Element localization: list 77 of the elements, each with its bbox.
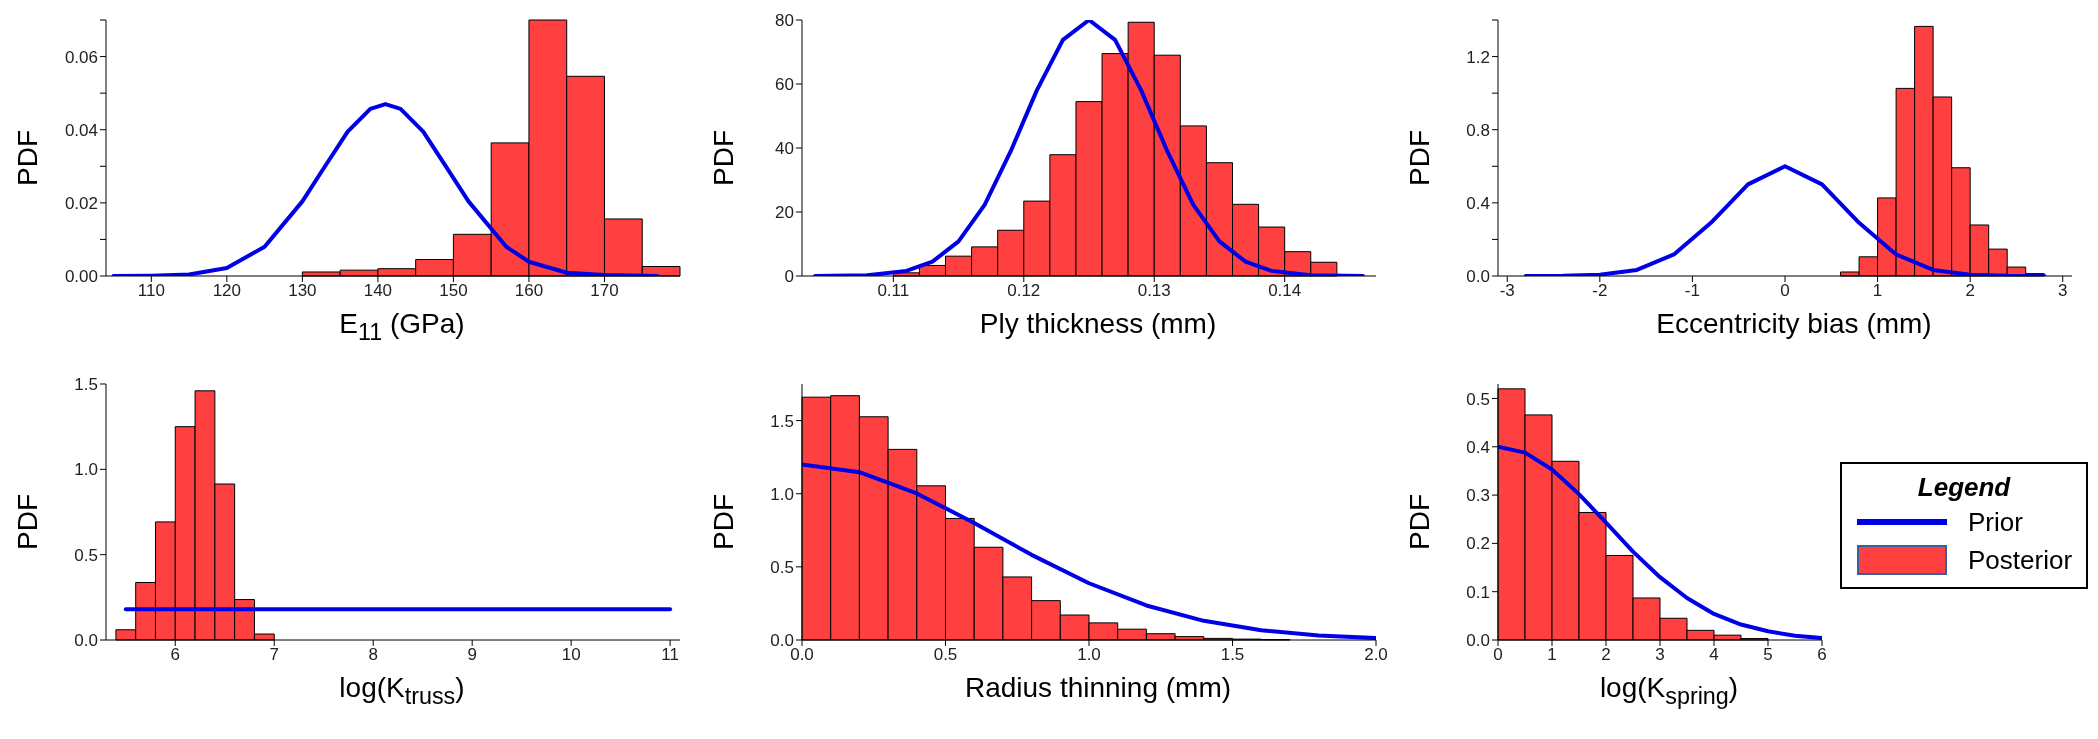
y-tick-label: 0.04 [64, 120, 98, 140]
y-tick-label: 0.5 [770, 557, 794, 577]
y-tick-label: 0.5 [1466, 389, 1490, 409]
y-tick-label: 0.0 [1466, 267, 1490, 287]
x-tick-label: 1.0 [1077, 645, 1101, 665]
x-tick-label: 1 [1872, 281, 1883, 301]
y-axis-title: PDF [1404, 130, 1435, 186]
x-tick-label: 10 [561, 645, 581, 665]
x-tick-label: 0.5 [933, 645, 958, 665]
y-tick-label: 0.02 [64, 193, 98, 213]
x-tick-label: -3 [1499, 281, 1515, 301]
x-tick-label: 6 [1817, 645, 1827, 665]
x-tick-label: 0.0 [790, 645, 814, 665]
x-tick-label: 0.14 [1268, 281, 1302, 301]
legend-title: Legend [1917, 472, 2011, 502]
x-axis-title: Radius thinning (mm) [964, 672, 1232, 703]
x-axis-title: log(K$_{spring}$) [1599, 672, 1739, 709]
x-tick-label: 1 [1547, 645, 1557, 665]
y-tick-label: 40 [775, 139, 794, 159]
x-tick-label: 7 [269, 645, 279, 665]
x-tick-label: 9 [467, 645, 477, 665]
y-tick-label: 1.2 [1466, 47, 1490, 67]
y-tick-label: 1.0 [770, 484, 794, 504]
x-axis-title: E$_{11}$ (GPa) [339, 308, 465, 345]
x-tick-label: 2 [1965, 281, 1975, 301]
y-tick-label: 0.0 [1466, 631, 1490, 651]
y-tick-label: 0.3 [1466, 486, 1490, 506]
y-tick-label: 0.2 [1466, 534, 1490, 554]
y-tick-label: 0.0 [74, 631, 98, 651]
y-tick-label: 20 [775, 203, 794, 223]
x-axis-title: log(K$_{truss}$) [339, 672, 465, 709]
x-tick-label: 110 [137, 281, 165, 301]
x-tick-label: 160 [514, 281, 544, 301]
y-tick-label: 80 [775, 11, 794, 31]
x-tick-label: 170 [590, 281, 619, 301]
y-tick-label: 1.5 [770, 411, 794, 431]
y-axis-title: PDF [12, 130, 43, 186]
y-tick-label: 0.1 [1466, 582, 1490, 602]
x-axis-title: Ply thickness (mm) [979, 308, 1217, 339]
x-tick-label: 0.11 [877, 281, 910, 301]
x-tick-label: 5 [1763, 645, 1773, 665]
y-tick-label: 0.00 [64, 267, 98, 287]
x-tick-label: 6 [170, 645, 181, 665]
x-tick-label: -1 [1684, 281, 1700, 301]
x-tick-label: 0 [1493, 645, 1503, 665]
x-tick-label: 0.12 [1007, 281, 1041, 301]
y-tick-label: 0.4 [1466, 193, 1490, 213]
x-tick-label: 120 [212, 281, 242, 301]
y-tick-label: 0.06 [64, 47, 98, 67]
x-tick-label: 0.13 [1137, 281, 1171, 301]
x-tick-label: 1.5 [1220, 645, 1245, 665]
y-tick-label: 0.4 [1466, 437, 1490, 457]
x-axis-title: Eccentricity bias (mm) [1656, 308, 1932, 339]
x-tick-label: 2 [1601, 645, 1611, 665]
x-tick-label: 150 [439, 281, 468, 301]
y-tick-label: 0.5 [74, 545, 98, 565]
x-tick-label: 3 [2058, 281, 2068, 301]
y-tick-label: 1.0 [74, 460, 98, 480]
x-tick-label: 3 [1655, 645, 1665, 665]
x-tick-label: 130 [288, 281, 317, 301]
x-tick-label: 11 [661, 645, 679, 665]
y-tick-label: 1.5 [74, 375, 98, 395]
y-axis-title: PDF [708, 494, 739, 550]
y-axis-title: PDF [1404, 494, 1435, 550]
legend-label: Prior [1968, 506, 2023, 538]
y-axis-title: PDF [12, 494, 43, 550]
x-tick-label: 140 [363, 281, 393, 301]
x-tick-label: 2.0 [1364, 645, 1388, 665]
y-tick-label: 60 [775, 75, 794, 95]
x-tick-label: 8 [368, 645, 378, 665]
x-tick-label: -2 [1592, 281, 1608, 301]
y-axis-title: PDF [708, 130, 739, 186]
y-tick-label: 0 [784, 267, 794, 287]
legend-label: Posterior [1968, 544, 2073, 576]
y-tick-label: 0.8 [1466, 120, 1490, 140]
x-tick-label: 0 [1780, 281, 1790, 301]
x-tick-label: 4 [1709, 645, 1719, 665]
